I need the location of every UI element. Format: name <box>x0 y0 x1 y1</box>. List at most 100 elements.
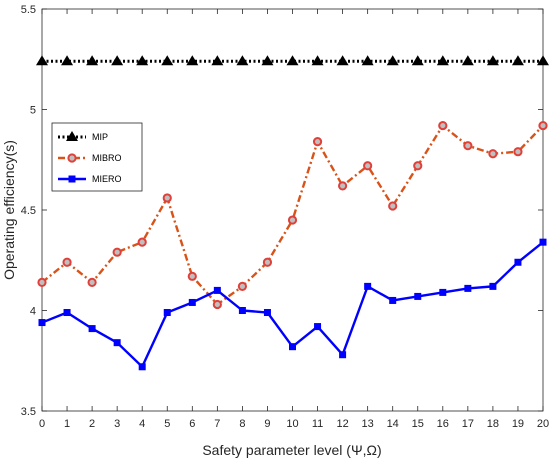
y-tick-label: 5 <box>30 105 36 117</box>
x-tick-label: 1 <box>64 418 70 430</box>
mip-data-point <box>386 55 399 66</box>
legend-label-miero: MIERO <box>92 174 122 184</box>
mip-data-point <box>136 55 149 66</box>
mibro-data-point <box>388 201 398 211</box>
x-tick-label: 19 <box>512 418 524 430</box>
mibro-data-point <box>463 141 473 151</box>
x-tick-label: 14 <box>387 418 399 430</box>
mip-data-point <box>311 55 324 66</box>
mibro-data-point <box>262 257 273 267</box>
mibro-data-point <box>287 215 298 225</box>
miero-data-point <box>389 296 397 304</box>
x-tick-label: 3 <box>114 418 120 430</box>
miero-data-point <box>213 286 221 294</box>
miero-data-point <box>263 309 271 317</box>
mip-data-point <box>261 55 274 66</box>
mibro-data-point <box>37 277 47 287</box>
miero-data-point <box>88 325 96 333</box>
mip-data-point <box>111 55 124 66</box>
x-tick-label: 20 <box>537 418 549 430</box>
mibro-data-point <box>187 271 197 281</box>
x-tick-label: 16 <box>437 418 449 430</box>
mip-data-point <box>286 55 299 66</box>
miero-data-point <box>464 284 472 292</box>
mibro-data-point <box>212 299 222 310</box>
x-tick-label: 7 <box>214 418 220 430</box>
miero-data-point <box>314 323 322 331</box>
x-tick-label: 0 <box>39 418 45 430</box>
mibro-data-point <box>137 237 147 247</box>
x-tick-label: 12 <box>336 418 348 430</box>
miero-data-point <box>113 339 121 347</box>
mibro-data-point <box>413 161 423 171</box>
miero-data-point <box>364 282 372 290</box>
mip-data-point <box>161 55 174 66</box>
x-tick-label: 8 <box>239 418 245 430</box>
miero-data-point <box>63 309 71 317</box>
x-tick-label: 4 <box>139 418 145 430</box>
legend-label-mip: MIP <box>92 132 108 142</box>
miero-data-point <box>238 307 246 314</box>
legend: MIP MIBRO MIERO <box>51 122 143 192</box>
miero-data-point <box>339 351 347 359</box>
mibro-data-point <box>112 247 122 257</box>
mip-data-point <box>336 55 349 66</box>
x-axis-label: Safety parameter level (Ψ,Ω) <box>202 442 381 458</box>
mip-data-point <box>411 55 424 66</box>
mibro-data-point <box>438 120 448 131</box>
mibro-data-point <box>62 257 72 267</box>
mibro-data-point <box>87 277 97 287</box>
mibro-data-point <box>488 149 498 159</box>
x-tick-label: 2 <box>89 418 95 430</box>
mip-data-point <box>86 55 99 66</box>
mibro-data-point <box>513 147 523 157</box>
miero-data-point <box>439 288 447 296</box>
x-tick-label: 10 <box>286 418 298 430</box>
miero-data-point <box>514 258 522 266</box>
miero-data-point <box>138 363 146 371</box>
legend-marker-miero <box>68 175 76 183</box>
y-tick-label: 5.5 <box>21 4 36 16</box>
mibro-data-point <box>162 193 172 203</box>
y-tick-label: 3.5 <box>21 406 36 418</box>
x-tick-label: 11 <box>312 418 323 430</box>
legend-marker-mibro <box>67 153 77 163</box>
mip-data-point <box>436 55 449 66</box>
x-tick-label: 9 <box>264 418 270 430</box>
mibro-data-point <box>312 137 323 147</box>
y-axis-label: Operating efficiency(s) <box>1 140 17 280</box>
y-tick-label: 4.5 <box>21 205 36 217</box>
mip-data-point <box>537 55 549 66</box>
mip-data-point <box>486 55 499 66</box>
x-tick-label: 18 <box>487 418 499 430</box>
miero-data-point <box>414 292 422 300</box>
mibro-data-point <box>363 161 373 171</box>
mip-data-point <box>361 55 374 66</box>
miero-data-point <box>163 309 171 317</box>
miero-data-point <box>38 319 46 327</box>
legend-marker-mip <box>66 131 78 141</box>
mip-data-point <box>186 55 199 66</box>
mip-data-point <box>511 55 524 66</box>
legend-label-mibro: MIBRO <box>92 153 122 163</box>
y-tick-label: 4 <box>30 306 36 318</box>
x-tick-label: 5 <box>164 418 170 430</box>
mibro-data-point <box>237 281 247 291</box>
mip-data-point <box>36 55 48 66</box>
miero-data-point <box>289 343 296 351</box>
mibro-data-point <box>338 181 348 191</box>
x-tick-label: 6 <box>189 418 195 430</box>
x-tick-label: 17 <box>462 418 474 430</box>
mip-data-point <box>461 55 474 66</box>
mibro-data-point <box>538 120 548 131</box>
mip-data-point <box>61 55 74 66</box>
mip-data-point <box>236 55 249 66</box>
x-tick-label: 13 <box>362 418 374 430</box>
miero-data-point <box>188 298 196 306</box>
chart-marks <box>36 55 549 371</box>
miero-data-point <box>489 282 497 290</box>
mip-data-point <box>211 55 224 66</box>
x-tick-label: 15 <box>412 418 424 430</box>
miero-data-point <box>539 238 547 246</box>
